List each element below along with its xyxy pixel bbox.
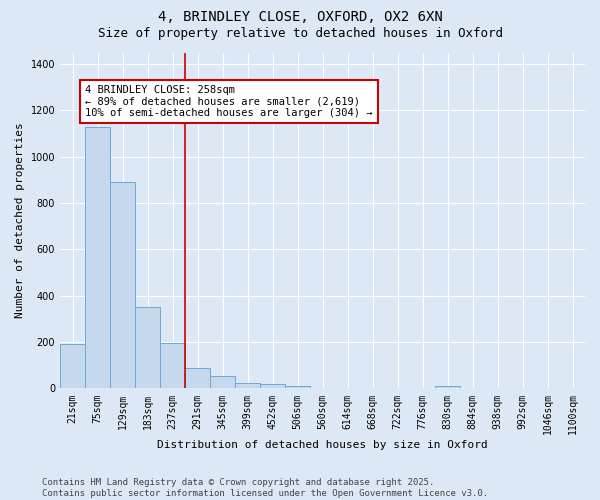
Bar (260, 384, 285, 388)
Bar (110, 182, 135, 388)
Bar (160, 344, 185, 388)
Bar (235, 382, 260, 388)
Text: 4 BRINDLEY CLOSE: 258sqm
← 89% of detached houses are smaller (2,619)
10% of sem: 4 BRINDLEY CLOSE: 258sqm ← 89% of detach… (85, 85, 373, 118)
Bar (85, 126, 110, 388)
Bar (60, 344, 85, 389)
Y-axis label: Number of detached properties: Number of detached properties (15, 122, 25, 318)
Text: Contains HM Land Registry data © Crown copyright and database right 2025.
Contai: Contains HM Land Registry data © Crown c… (42, 478, 488, 498)
Bar (285, 386, 310, 388)
Text: 4, BRINDLEY CLOSE, OXFORD, OX2 6XN: 4, BRINDLEY CLOSE, OXFORD, OX2 6XN (158, 10, 442, 24)
X-axis label: Distribution of detached houses by size in Oxford: Distribution of detached houses by size … (157, 440, 488, 450)
Text: Size of property relative to detached houses in Oxford: Size of property relative to detached ho… (97, 28, 503, 40)
Bar (210, 376, 235, 388)
Bar (435, 386, 460, 388)
Bar (185, 368, 210, 388)
Bar (135, 308, 160, 388)
